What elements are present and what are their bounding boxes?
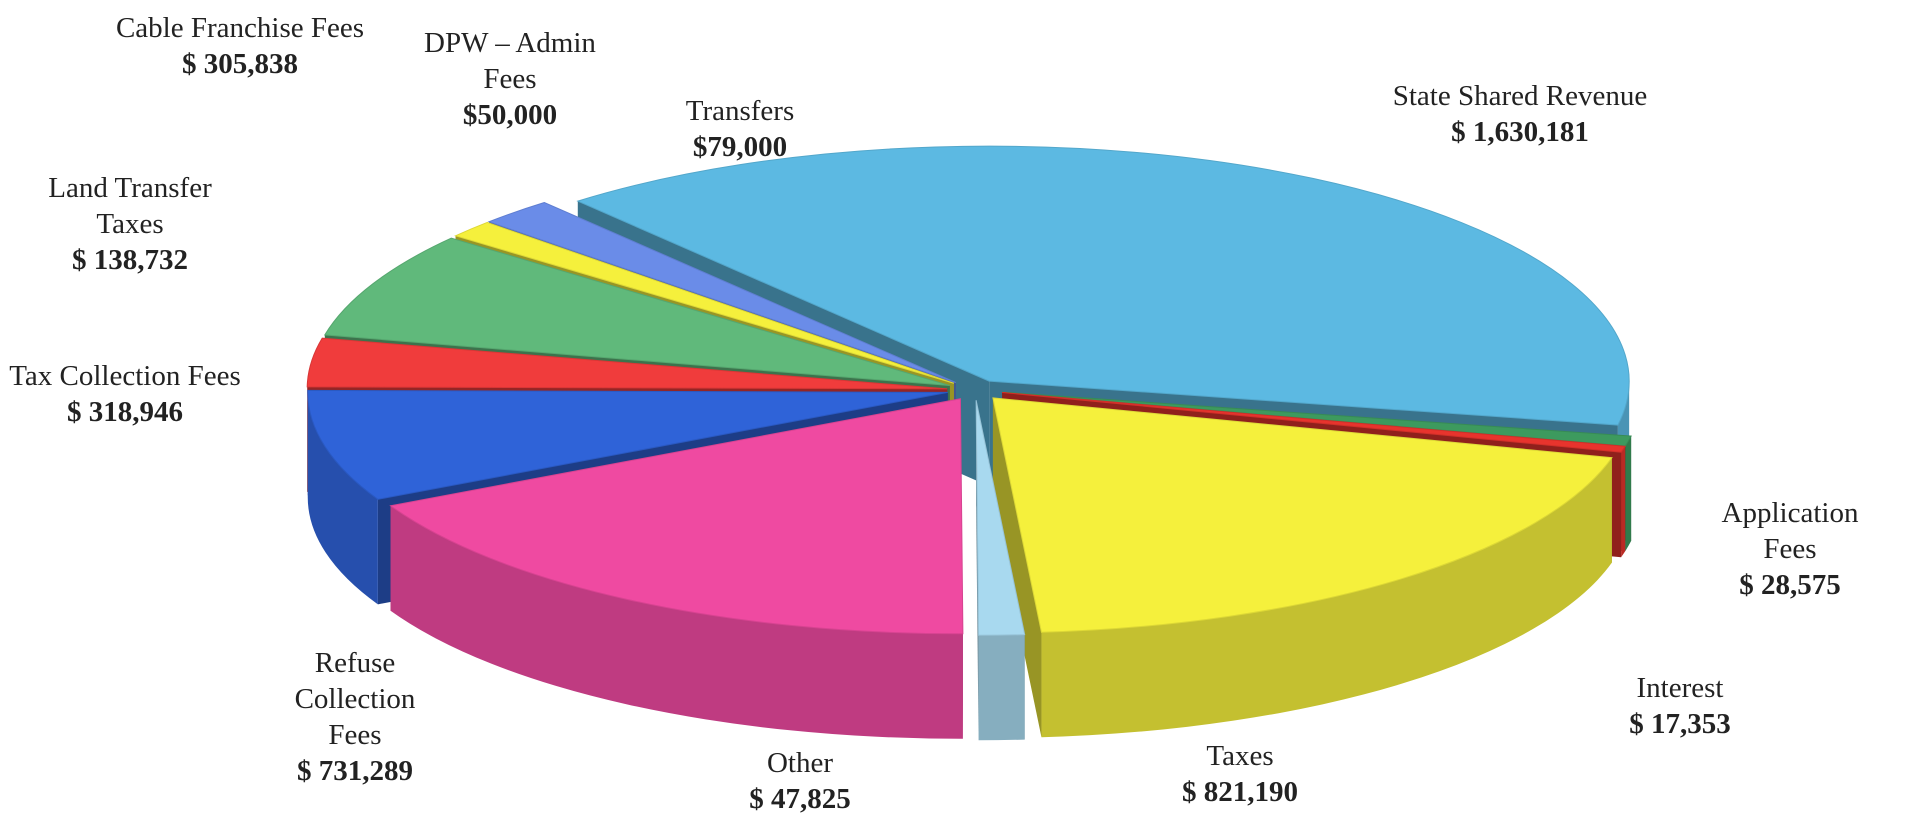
category-name: Land Transfer Taxes (48, 172, 212, 240)
value-label: $ 731,289 (297, 755, 413, 787)
value-label: $ 318,946 (67, 396, 183, 428)
pie-slice (454, 221, 955, 384)
slice-wall (978, 634, 1025, 741)
category-name: Refuse Collection Fees (294, 647, 416, 751)
value-label: $ 47,825 (749, 783, 851, 815)
category-name: Tax Collection Fees (9, 360, 241, 392)
value-label: $ 28,575 (1739, 569, 1841, 601)
category-name: Cable Franchise Fees (115, 12, 365, 44)
slice-label: Cable Franchise Fees $ 305,838 (110, 10, 370, 82)
pie-slice (323, 237, 950, 387)
slice-label: Land Transfer Taxes $ 138,732 (15, 170, 245, 278)
category-name: Interest (1636, 672, 1724, 704)
category-name: Application Fees (1721, 497, 1859, 565)
slice-label: State Shared Revenue $ 1,630,181 (1320, 78, 1720, 150)
category-name: DPW – Admin Fees (424, 27, 596, 95)
slice-wall (390, 505, 963, 739)
slice-wall (1041, 457, 1612, 738)
pie-slice (389, 398, 964, 635)
value-label: $ 138,732 (72, 244, 188, 276)
slice-wall (1621, 446, 1626, 558)
pie-slice (1002, 391, 1627, 453)
pie-slice (576, 145, 1630, 426)
slice-label: DPW – Admin Fees $50,000 (405, 25, 615, 133)
pie-slice (992, 397, 1613, 633)
category-name: Transfers (685, 95, 795, 127)
slice-wall (1625, 436, 1632, 551)
pie-slice (306, 337, 948, 390)
value-label: $50,000 (462, 99, 558, 131)
slice-side (992, 397, 1042, 738)
slice-label: Taxes $ 821,190 (1140, 738, 1340, 810)
slice-label: Refuse Collection Fees $ 731,289 (275, 645, 435, 789)
pie-slice (307, 389, 948, 500)
slice-label: Tax Collection Fees $ 318,946 (5, 358, 245, 430)
value-label: $ 1,630,181 (1451, 116, 1589, 148)
slice-wall (307, 392, 378, 605)
slice-label: Interest $ 17,353 (1580, 670, 1780, 742)
slice-label: Application Fees $ 28,575 (1700, 495, 1880, 603)
value-label: $ 821,190 (1182, 776, 1298, 808)
pie-slice (975, 400, 1026, 636)
value-label: $79,000 (692, 131, 788, 163)
slice-label: Other $ 47,825 (700, 745, 900, 817)
value-label: $ 17,353 (1629, 708, 1731, 740)
pie-slice (487, 201, 956, 384)
slice-label: Transfers $79,000 (640, 93, 840, 165)
category-name: Taxes (1206, 740, 1274, 772)
category-name: Other (766, 747, 834, 779)
value-label: $ 305,838 (182, 48, 298, 80)
category-name: State Shared Revenue (1392, 80, 1648, 112)
